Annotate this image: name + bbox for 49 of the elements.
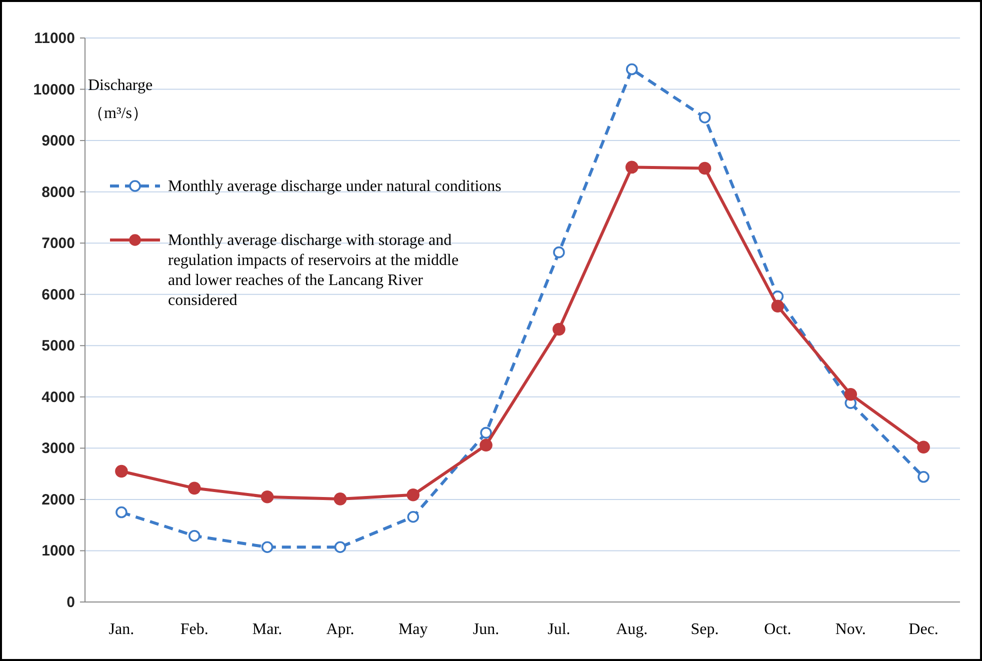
y-axis-title: Discharge （m³/s） — [88, 77, 153, 122]
legend-label: Monthly average discharge under natural conditions — [168, 178, 502, 195]
point — [625, 160, 638, 174]
point — [698, 112, 711, 124]
point — [480, 426, 492, 439]
x-tick-label: Nov. — [835, 621, 866, 638]
point — [553, 246, 565, 258]
point — [115, 464, 128, 478]
x-tick-label: Dec. — [908, 621, 938, 638]
y-tick-label: 10000 — [33, 81, 75, 98]
point — [698, 162, 712, 175]
y-tick-label: 1000 — [42, 542, 75, 560]
x-tick-label: Jul. — [548, 621, 570, 638]
point — [917, 440, 930, 454]
point — [626, 63, 638, 76]
y-tick-label: 4000 — [42, 388, 75, 406]
x-tick-label: Aug. — [616, 621, 648, 638]
point — [407, 510, 420, 523]
point — [334, 492, 347, 506]
y-tick-label: 11000 — [34, 30, 75, 47]
x-tick-label: May — [398, 621, 428, 638]
x-tick-label: Feb. — [180, 621, 208, 638]
point — [480, 438, 492, 452]
point — [406, 488, 420, 502]
point — [844, 388, 858, 401]
point — [261, 541, 274, 554]
y-tick-label: 8000 — [42, 184, 75, 201]
point — [334, 541, 346, 554]
point — [188, 530, 200, 542]
x-tick-label: Apr. — [326, 621, 354, 638]
y-tick-label: 3000 — [42, 440, 75, 458]
point — [918, 470, 930, 483]
x-tick-label: Oct. — [764, 621, 792, 638]
y-tick-label: 2000 — [42, 491, 75, 508]
x-tick-label: Mar. — [252, 621, 282, 638]
y-tick-label: 6000 — [42, 286, 75, 304]
point — [116, 506, 128, 518]
y-tick-label: 5000 — [42, 338, 75, 355]
x-tick-label: Sep. — [690, 621, 719, 638]
y-tick-label: 0 — [66, 594, 75, 611]
x-tick-label: Jun. — [472, 621, 500, 638]
y-tick-label: 7000 — [42, 235, 75, 252]
point — [771, 300, 784, 313]
y-tick-label: 9000 — [42, 132, 75, 150]
point — [188, 482, 201, 495]
point — [260, 490, 274, 504]
point — [552, 322, 566, 336]
x-tick-label: Jan. — [108, 621, 134, 638]
legend-label: Monthly average discharge with storage and regulation impacts of reservoirs at the middle and lower reaches of the Lancang River considered — [168, 232, 459, 309]
